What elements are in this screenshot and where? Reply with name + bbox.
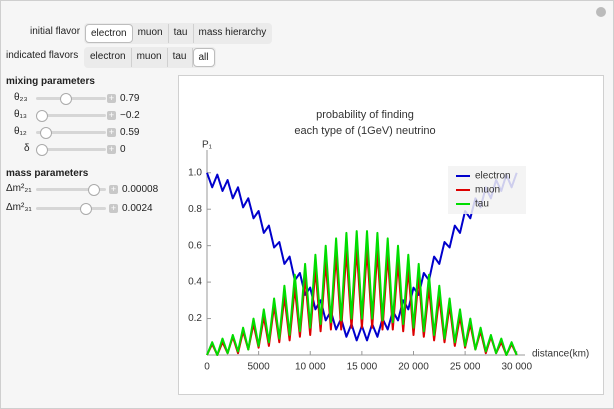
plus-button[interactable]: +	[107, 144, 116, 154]
plus-button[interactable]: +	[109, 184, 118, 194]
slider-label: Δm²₃₁	[6, 202, 32, 213]
button[interactable]: muon	[132, 48, 168, 67]
slider-value: 0.0024	[122, 203, 153, 214]
slider-label: θ₂₃	[14, 92, 28, 103]
section-title: mixing parameters	[6, 76, 95, 87]
x-tick-label: 10 000	[295, 362, 326, 373]
slider-value: −0.2	[120, 110, 140, 121]
plot-panel	[178, 75, 604, 395]
x-tick-label: 20 000	[398, 362, 429, 373]
y-tick-label: 1.0	[188, 167, 202, 178]
slider-value: 0.79	[120, 93, 140, 104]
slider-label: θ₁₃	[14, 109, 28, 120]
y-tick-label: 0.8	[188, 204, 202, 215]
slider-label: Δm²₂₁	[6, 183, 32, 194]
slider[interactable]	[36, 127, 106, 139]
slider-value: 0.00008	[122, 184, 159, 195]
plus-button[interactable]: +	[107, 110, 116, 120]
plus-button[interactable]: +	[107, 127, 116, 137]
slider-label: θ₁₂	[14, 126, 27, 137]
slider-value: 0.59	[120, 127, 140, 138]
slider-value: 0	[120, 144, 126, 155]
label: initial flavor	[30, 26, 81, 37]
label: indicated flavors	[6, 50, 79, 61]
button[interactable]: muon	[133, 24, 169, 43]
series-line	[206, 248, 518, 356]
slider[interactable]	[36, 203, 106, 215]
y-tick-label: 0.6	[188, 240, 202, 251]
slider[interactable]	[36, 144, 106, 156]
legend-label: tau	[475, 199, 489, 210]
slider-label: δ	[24, 143, 30, 154]
button-group: electron muon tau all	[84, 47, 216, 68]
button[interactable]: tau	[168, 48, 193, 67]
chart-title: each type of (1GeV) neutrino	[294, 125, 435, 137]
button-group: electron muon tau mass hierarchy	[84, 23, 273, 44]
legend-label: electron	[475, 171, 511, 182]
slider[interactable]	[36, 93, 106, 105]
slider-thumb[interactable]	[60, 93, 72, 105]
slider[interactable]	[36, 184, 106, 196]
slider-thumb[interactable]	[88, 184, 100, 196]
chart-title: probability of finding	[316, 109, 414, 121]
slider[interactable]	[36, 110, 106, 122]
plus-button[interactable]: +	[109, 203, 118, 213]
button[interactable]: electron	[85, 48, 132, 67]
button[interactable]: electron	[85, 24, 133, 43]
section-title: mass parameters	[6, 168, 89, 179]
slider-thumb[interactable]	[36, 144, 48, 156]
slider-thumb[interactable]	[80, 203, 92, 215]
plus-icon[interactable]	[596, 7, 606, 17]
x-axis-label: distance(km)	[532, 349, 589, 360]
button[interactable]: tau	[169, 24, 194, 43]
button[interactable]: all	[192, 48, 215, 67]
x-tick-label: 5000	[247, 362, 270, 373]
legend-label: muon	[475, 185, 500, 196]
series-line	[206, 230, 518, 356]
button[interactable]: mass hierarchy	[198, 27, 267, 38]
x-tick-label: 25 000	[450, 362, 481, 373]
y-tick-label: 0.2	[188, 313, 202, 324]
y-tick-label: 0.4	[188, 277, 202, 288]
x-tick-label: 15 000	[347, 362, 378, 373]
plus-button[interactable]: +	[107, 93, 116, 103]
y-axis-label: P₁	[202, 140, 213, 151]
x-tick-label: 30 000	[501, 362, 532, 373]
slider-thumb[interactable]	[36, 110, 48, 122]
x-tick-label: 0	[204, 362, 210, 373]
slider-thumb[interactable]	[40, 127, 52, 139]
